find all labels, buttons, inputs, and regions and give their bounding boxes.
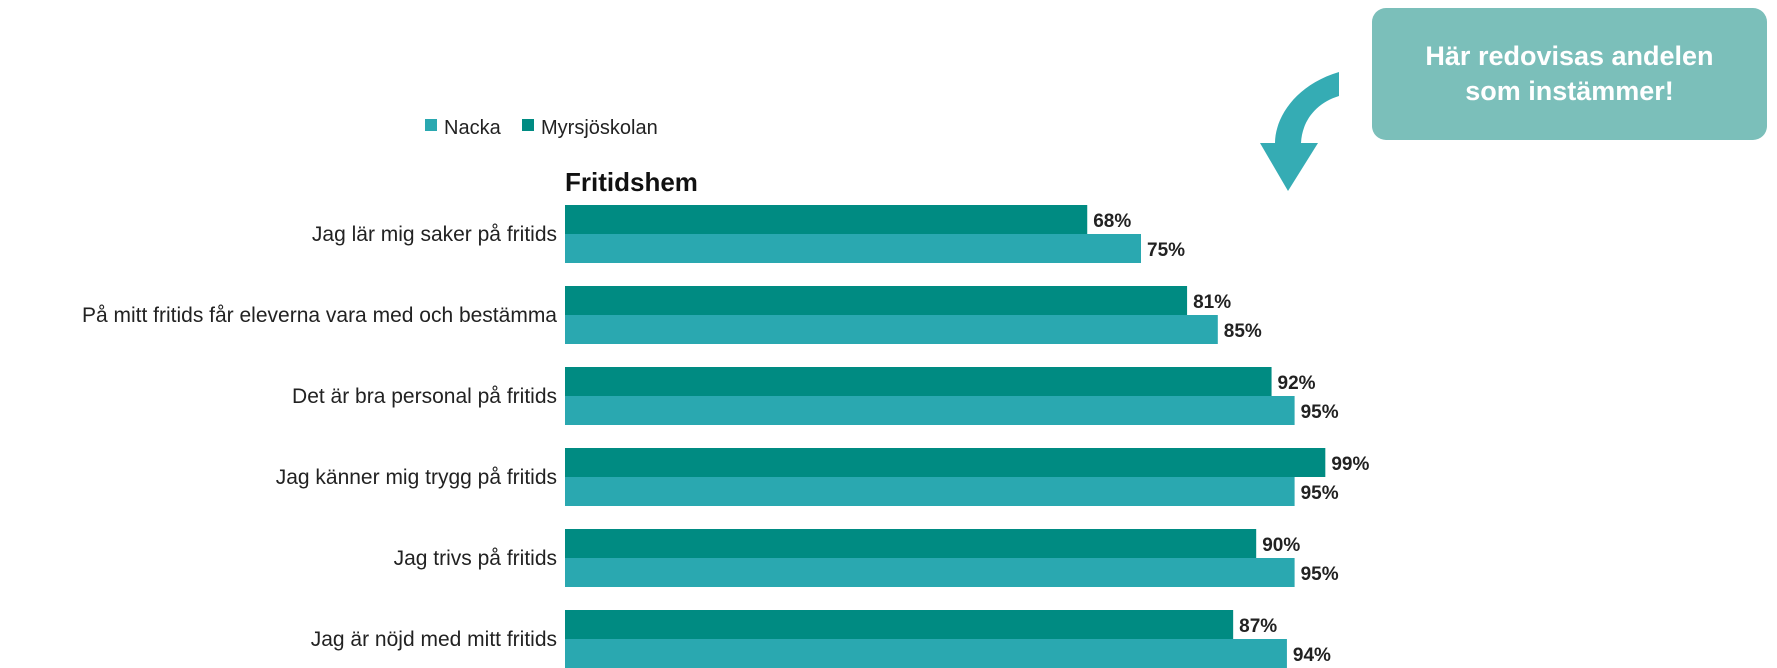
- legend-label-nacka: Nacka: [444, 117, 502, 139]
- value-label-myrsjoskolan: 68%: [1093, 211, 1131, 232]
- bars-group: Jag lär mig saker på fritids 68% 75% På mit…: [82, 205, 1369, 668]
- bar-nacka: [565, 234, 1141, 263]
- value-label-nacka: 94%: [1293, 645, 1331, 666]
- bar-nacka: [565, 639, 1287, 668]
- category-label: På mitt fritids får eleverna vara med oc…: [82, 304, 557, 327]
- value-label-myrsjoskolan: 81%: [1193, 292, 1231, 313]
- value-label-myrsjoskolan: 90%: [1262, 535, 1300, 556]
- value-label-nacka: 95%: [1301, 483, 1339, 504]
- bar-nacka: [565, 477, 1295, 506]
- curved-arrow-icon: [1260, 72, 1339, 191]
- category-label: Det är bra personal på fritids: [292, 385, 557, 408]
- chart-title: Fritidshem: [565, 167, 698, 197]
- callout-text: Här redovisas andelen som instämmer!: [1425, 40, 1714, 106]
- bar-nacka: [565, 315, 1218, 344]
- value-label-myrsjoskolan: 92%: [1278, 373, 1316, 394]
- bar-myrsjoskolan: [565, 610, 1234, 639]
- bar-nacka: [565, 558, 1295, 587]
- bar-myrsjoskolan: [565, 286, 1188, 315]
- category-label: Jag känner mig trygg på fritids: [276, 466, 557, 489]
- bar-myrsjoskolan: [565, 205, 1088, 234]
- legend-swatch-nacka: [425, 119, 437, 131]
- legend-swatch-myrsjoskolan: [522, 119, 534, 131]
- category-label: Jag lär mig saker på fritids: [312, 223, 557, 246]
- legend-label-myrsjoskolan: Myrsjöskolan: [541, 117, 658, 139]
- value-label-nacka: 95%: [1301, 402, 1339, 423]
- category-label: Jag är nöjd med mitt fritids: [311, 628, 557, 651]
- value-label-nacka: 75%: [1147, 240, 1185, 261]
- callout-box: Här redovisas andelen som instämmer!: [1372, 8, 1767, 140]
- category-label: Jag trivs på fritids: [394, 547, 557, 570]
- legend: Nacka Myrsjöskolan: [425, 117, 658, 139]
- value-label-myrsjoskolan: 99%: [1331, 454, 1369, 475]
- value-label-nacka: 95%: [1301, 564, 1339, 585]
- value-label-myrsjoskolan: 87%: [1239, 616, 1277, 637]
- value-label-nacka: 85%: [1224, 321, 1262, 342]
- bar-myrsjoskolan: [565, 367, 1272, 396]
- bar-myrsjoskolan: [565, 448, 1326, 477]
- bar-myrsjoskolan: [565, 529, 1257, 558]
- bar-nacka: [565, 396, 1295, 425]
